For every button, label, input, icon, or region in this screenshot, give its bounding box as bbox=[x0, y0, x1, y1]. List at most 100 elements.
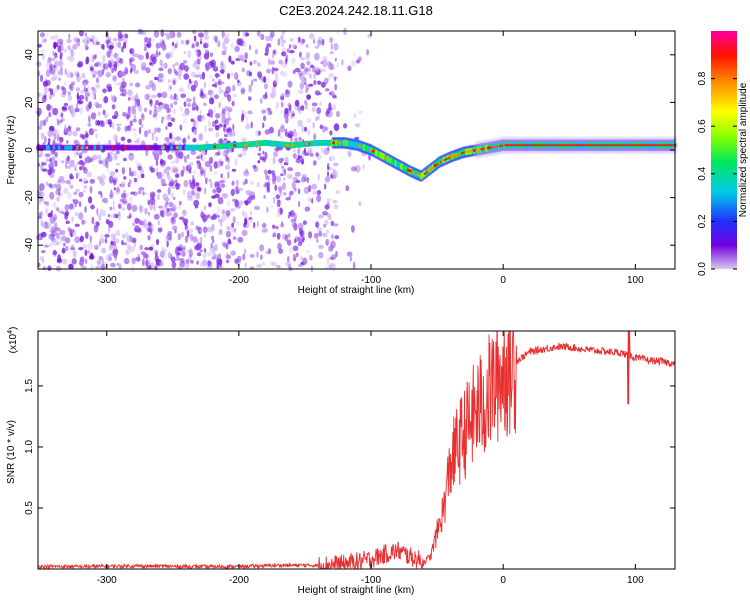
heatmap-cell bbox=[65, 210, 70, 217]
heatmap-cell bbox=[175, 95, 179, 102]
heatmap-cell bbox=[43, 201, 49, 205]
heatmap-cell bbox=[228, 55, 232, 63]
heatmap-cell bbox=[212, 238, 215, 244]
heatmap-cell bbox=[299, 38, 305, 46]
heatmap-cell bbox=[241, 109, 245, 114]
heatmap-cell bbox=[175, 136, 181, 142]
heatmap-cell bbox=[209, 74, 213, 79]
heatmap-cell bbox=[240, 114, 244, 123]
heatmap-cell bbox=[306, 60, 311, 66]
heatmap-cell bbox=[70, 232, 73, 238]
heatmap-cell bbox=[147, 211, 151, 216]
heatmap-cell bbox=[115, 54, 120, 62]
heatmap-cell bbox=[508, 144, 510, 147]
heatmap-cell bbox=[50, 105, 54, 111]
heatmap-cell bbox=[67, 165, 71, 169]
heatmap-cell bbox=[127, 96, 131, 101]
heatmap-cell bbox=[196, 58, 201, 65]
spectrogram-x-label: Height of straight line (km) bbox=[298, 285, 415, 296]
heatmap-cell bbox=[204, 167, 208, 171]
heatmap-cell bbox=[207, 112, 210, 117]
heatmap-cell bbox=[446, 157, 448, 160]
heatmap-cell bbox=[308, 231, 313, 239]
heatmap-cell bbox=[196, 191, 201, 200]
heatmap-cell bbox=[112, 200, 115, 208]
heatmap-cell bbox=[224, 105, 230, 112]
heatmap-cell bbox=[266, 206, 269, 214]
figure-title: C2E3.2024.242.18.11.G18 bbox=[279, 3, 433, 18]
heatmap-cell bbox=[430, 166, 434, 170]
heatmap-cell bbox=[190, 228, 194, 234]
colorbar-ticks: 0.00.20.40.60.8 bbox=[697, 71, 737, 276]
heatmap-cell bbox=[294, 171, 301, 177]
heatmap-cell bbox=[606, 144, 608, 147]
heatmap-cell bbox=[248, 44, 252, 51]
heatmap-cell bbox=[231, 180, 235, 186]
heatmap-cell bbox=[299, 137, 302, 142]
heatmap-cell bbox=[52, 250, 57, 256]
heatmap-cell bbox=[332, 94, 337, 98]
heatmap-cell bbox=[66, 140, 69, 144]
heatmap-cell bbox=[214, 73, 220, 78]
heatmap-cell bbox=[308, 148, 313, 154]
heatmap-cell bbox=[96, 259, 102, 266]
heatmap-cell bbox=[122, 42, 127, 49]
heatmap-cell bbox=[197, 186, 201, 191]
colorbar-label: Normalized spectral amplitude bbox=[738, 82, 749, 217]
heatmap-cell bbox=[39, 213, 42, 218]
heatmap-cell bbox=[126, 203, 132, 211]
snr-plot-area bbox=[38, 331, 675, 569]
heatmap-cell bbox=[110, 214, 113, 219]
heatmap-cell bbox=[174, 61, 179, 66]
heatmap-cell bbox=[207, 252, 212, 257]
heatmap-cell bbox=[171, 136, 176, 144]
heatmap-cell bbox=[89, 67, 94, 72]
heatmap-cell bbox=[537, 144, 539, 147]
heatmap-cell bbox=[191, 187, 195, 196]
heatmap-cell bbox=[308, 66, 311, 73]
heatmap-cell bbox=[163, 103, 170, 110]
heatmap-cell bbox=[169, 132, 173, 140]
heatmap-cell bbox=[200, 167, 205, 174]
heatmap-cell bbox=[108, 244, 114, 249]
heatmap-cell bbox=[227, 107, 233, 113]
heatmap-cell bbox=[335, 250, 338, 258]
heatmap-cell bbox=[273, 196, 276, 204]
heatmap-cell bbox=[213, 161, 218, 169]
heatmap-cell bbox=[122, 77, 125, 82]
heatmap-cell bbox=[139, 204, 143, 213]
heatmap-cell bbox=[313, 133, 317, 141]
heatmap-cell bbox=[214, 81, 218, 89]
heatmap-cell bbox=[271, 261, 278, 267]
heatmap-cell bbox=[131, 170, 137, 177]
heatmap-cell bbox=[575, 144, 578, 147]
heatmap-cell bbox=[330, 44, 333, 48]
heatmap-cell bbox=[519, 144, 521, 147]
heatmap-cell bbox=[98, 103, 103, 109]
heatmap-cell bbox=[121, 71, 128, 75]
heatmap-cell bbox=[282, 182, 286, 191]
heatmap-cell bbox=[213, 153, 217, 159]
heatmap-cell bbox=[213, 171, 218, 175]
heatmap-cell bbox=[308, 184, 312, 193]
heatmap-cell bbox=[84, 249, 88, 256]
heatmap-cell bbox=[83, 167, 88, 174]
heatmap-cell bbox=[45, 158, 50, 163]
heatmap-cell bbox=[90, 204, 95, 210]
heatmap-cell bbox=[274, 78, 280, 85]
heatmap-cell bbox=[227, 117, 232, 121]
heatmap-cell bbox=[105, 119, 109, 125]
heatmap-cell bbox=[329, 92, 333, 96]
heatmap-cell bbox=[227, 238, 232, 245]
heatmap-cell bbox=[49, 35, 56, 40]
heatmap-cell bbox=[70, 104, 74, 112]
heatmap-cell bbox=[133, 132, 138, 137]
heatmap-cell bbox=[314, 45, 320, 49]
heatmap-cell bbox=[306, 176, 310, 184]
heatmap-cell bbox=[578, 144, 580, 147]
heatmap-cell bbox=[308, 197, 312, 203]
heatmap-cell bbox=[155, 51, 159, 58]
heatmap-cell bbox=[116, 150, 120, 155]
heatmap-cell bbox=[317, 173, 320, 181]
heatmap-cell bbox=[118, 262, 122, 267]
